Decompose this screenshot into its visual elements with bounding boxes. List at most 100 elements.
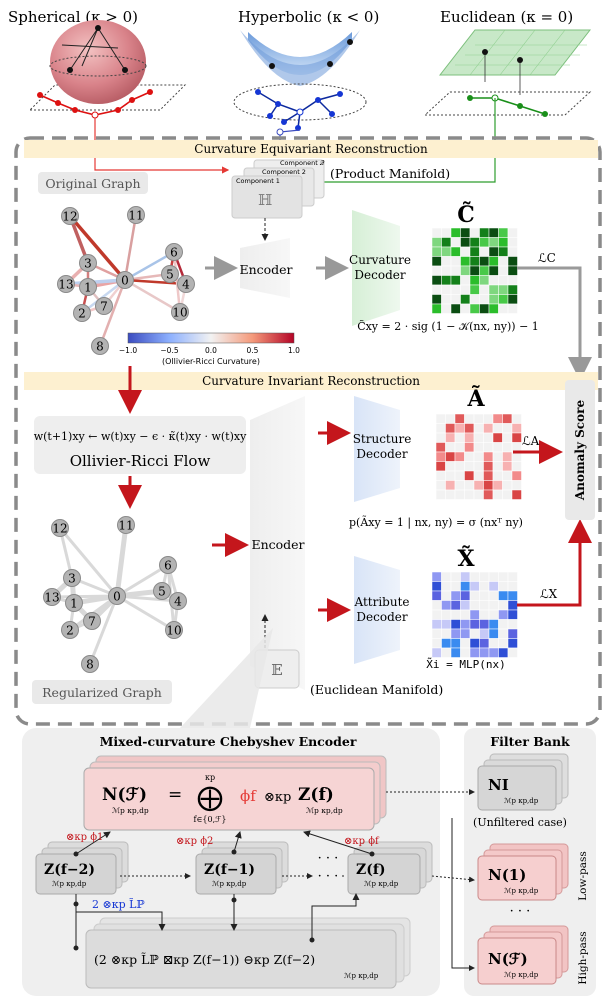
graph-edge [65, 278, 126, 286]
loss-c: ℒC [538, 251, 556, 265]
agg-lhs-sub: ℳp κp,dp [112, 806, 149, 815]
matrix-cell [450, 275, 461, 286]
matrix-cell [469, 284, 480, 295]
curvature-colorbar: −1.0 −0.5 0.0 0.5 1.0 (Ollivier-Ricci Cu… [119, 332, 300, 366]
z-node-f-label: Z(f) [356, 862, 386, 878]
matrix-cell [479, 571, 490, 582]
matrix-cell [492, 432, 503, 443]
matrix-cell [431, 275, 442, 286]
matrix-cell [502, 413, 513, 424]
matrix-cell [488, 600, 499, 611]
regularized-node-label: 4 [174, 595, 182, 609]
laplacian-label: 2 ⊗κp L̃ℙ [92, 898, 145, 911]
agg-op: ⨁ [197, 783, 223, 813]
matrix-cell [483, 442, 494, 453]
matrix-cell [488, 590, 499, 601]
structure-matrix-symbol: Ã [466, 385, 485, 412]
matrix-cell [460, 609, 471, 620]
matrix-cell [469, 227, 480, 238]
ricci-flow-title: Ollivier-Ricci Flow [70, 452, 211, 470]
matrix-cell [450, 571, 461, 582]
regularized-edge [116, 594, 179, 603]
regularized-node-label: 0 [113, 590, 121, 604]
graph-node-label: 12 [62, 210, 77, 224]
matrix-cell [464, 480, 475, 491]
graph-edge [123, 214, 138, 281]
matrix-cell [483, 461, 494, 472]
matrix-cell [445, 470, 456, 481]
matrix-cell [479, 647, 490, 658]
colorbar-tick-0: −1.0 [119, 346, 137, 355]
matrix-cell [469, 237, 480, 248]
matrix-cell [507, 638, 518, 649]
matrix-cell [454, 461, 465, 472]
ricci-flow-formula: w(t+1)xy ← w(t)xy − ϵ · κ̃(t)xy · w(t)xy [34, 430, 247, 443]
graph-node-label: 10 [172, 306, 187, 320]
matrix-cell [460, 638, 471, 649]
matrix-cell [498, 227, 509, 238]
matrix-cell [469, 294, 480, 305]
colorbar-label: (Ollivier-Ricci Curvature) [162, 357, 260, 366]
matrix-cell [450, 246, 461, 257]
matrix-cell [454, 442, 465, 453]
regularized-node-label: 3 [68, 572, 76, 586]
matrix-cell [479, 619, 490, 630]
unfiltered-caption: (Unfiltered case) [473, 816, 567, 829]
main-frame [14, 136, 602, 726]
filter-dots: · · · [510, 904, 531, 919]
matrix-cell [445, 413, 456, 424]
matrix-cell [450, 237, 461, 248]
matrix-cell [464, 489, 475, 500]
regularized-edge [51, 594, 118, 599]
matrix-cell [492, 442, 503, 453]
curvature-matrix [431, 227, 518, 314]
matrix-cell [479, 227, 490, 238]
matrix-cell [460, 227, 471, 238]
matrix-cell [441, 265, 452, 276]
regularized-edge [116, 594, 175, 632]
invariant-banner [24, 372, 598, 390]
matrix-cell [445, 451, 456, 462]
matrix-cell [473, 461, 484, 472]
matrix-cell [431, 571, 442, 582]
attribute-decoder-line1: Attribute [353, 595, 409, 609]
product-manifold-stack: Component 𝒬 Component 2 Component 1 ℍ [231, 159, 325, 241]
matrix-cell [450, 638, 461, 649]
matrix-cell [479, 284, 490, 295]
matrix-cell [460, 284, 471, 295]
matrix-cell [460, 619, 471, 630]
zoom-callout [180, 628, 273, 728]
matrix-cell [498, 284, 509, 295]
agg-tensor: ⊗κp [264, 790, 291, 805]
matrix-cell [498, 619, 509, 630]
regularized-node-label: 11 [118, 519, 133, 533]
hyperbolic-title: Hyperbolic (κ < 0) [238, 8, 379, 26]
matrix-cell [498, 237, 509, 248]
matrix-cell [502, 451, 513, 462]
recurrence-formula: (2 ⊗κp L̃ℙ ⊠κp Z(f−1)) ⊖κp Z(f−2) [94, 952, 315, 967]
matrix-cell [473, 432, 484, 443]
matrix-cell [450, 590, 461, 601]
matrix-cell [469, 275, 480, 286]
graph-node-label: 0 [121, 274, 129, 288]
hyperbolic-panel: Hyperbolic (κ < 0) [233, 8, 379, 131]
euclidean-panel: Euclidean (κ = 0) [423, 8, 592, 117]
matrix-cell [507, 647, 518, 658]
curvature-decoder-shape [352, 210, 400, 326]
structure-formula: p(Ãxy = 1 | nx, ny) = σ (nxᵀ ny) [349, 515, 523, 530]
matrix-cell [441, 284, 452, 295]
matrix-cell [492, 423, 503, 434]
matrix-cell [435, 413, 446, 424]
graph-node-label: 1 [84, 281, 92, 295]
matrix-cell [460, 628, 471, 639]
matrix-cell [479, 638, 490, 649]
sphere-shape [50, 20, 146, 104]
matrix-cell [502, 470, 513, 481]
curvature-matrix-symbol: C̃ [457, 202, 475, 228]
original-graph-label: Original Graph [45, 176, 140, 191]
matrix-cell [431, 227, 442, 238]
original-graph-tag [38, 172, 148, 194]
z-dots-lower: · · · [318, 869, 339, 884]
